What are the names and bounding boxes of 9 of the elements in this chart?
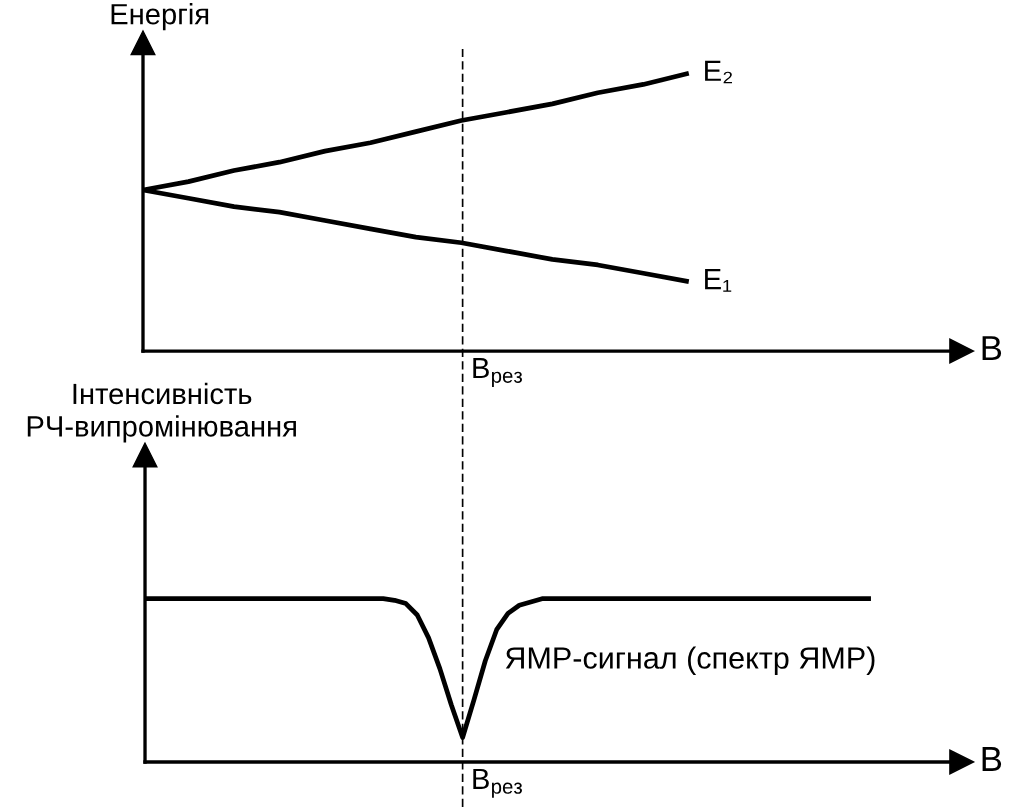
x-axis-title: B [982, 336, 1002, 361]
series-label: E₂ [705, 60, 733, 84]
y-axis-title: Інтенсивність РЧ-випромінювання [27, 382, 296, 443]
x-axis-title: B [982, 747, 1002, 771]
text: B$_{рез}$ [473, 357, 522, 387]
series-label: E₁ [705, 269, 732, 292]
annotation: ЯМР-сигнал (спектр ЯМР) [505, 646, 875, 675]
text: B$_{рез}$ [473, 768, 522, 798]
y-axis-title: Енергія [111, 3, 209, 31]
